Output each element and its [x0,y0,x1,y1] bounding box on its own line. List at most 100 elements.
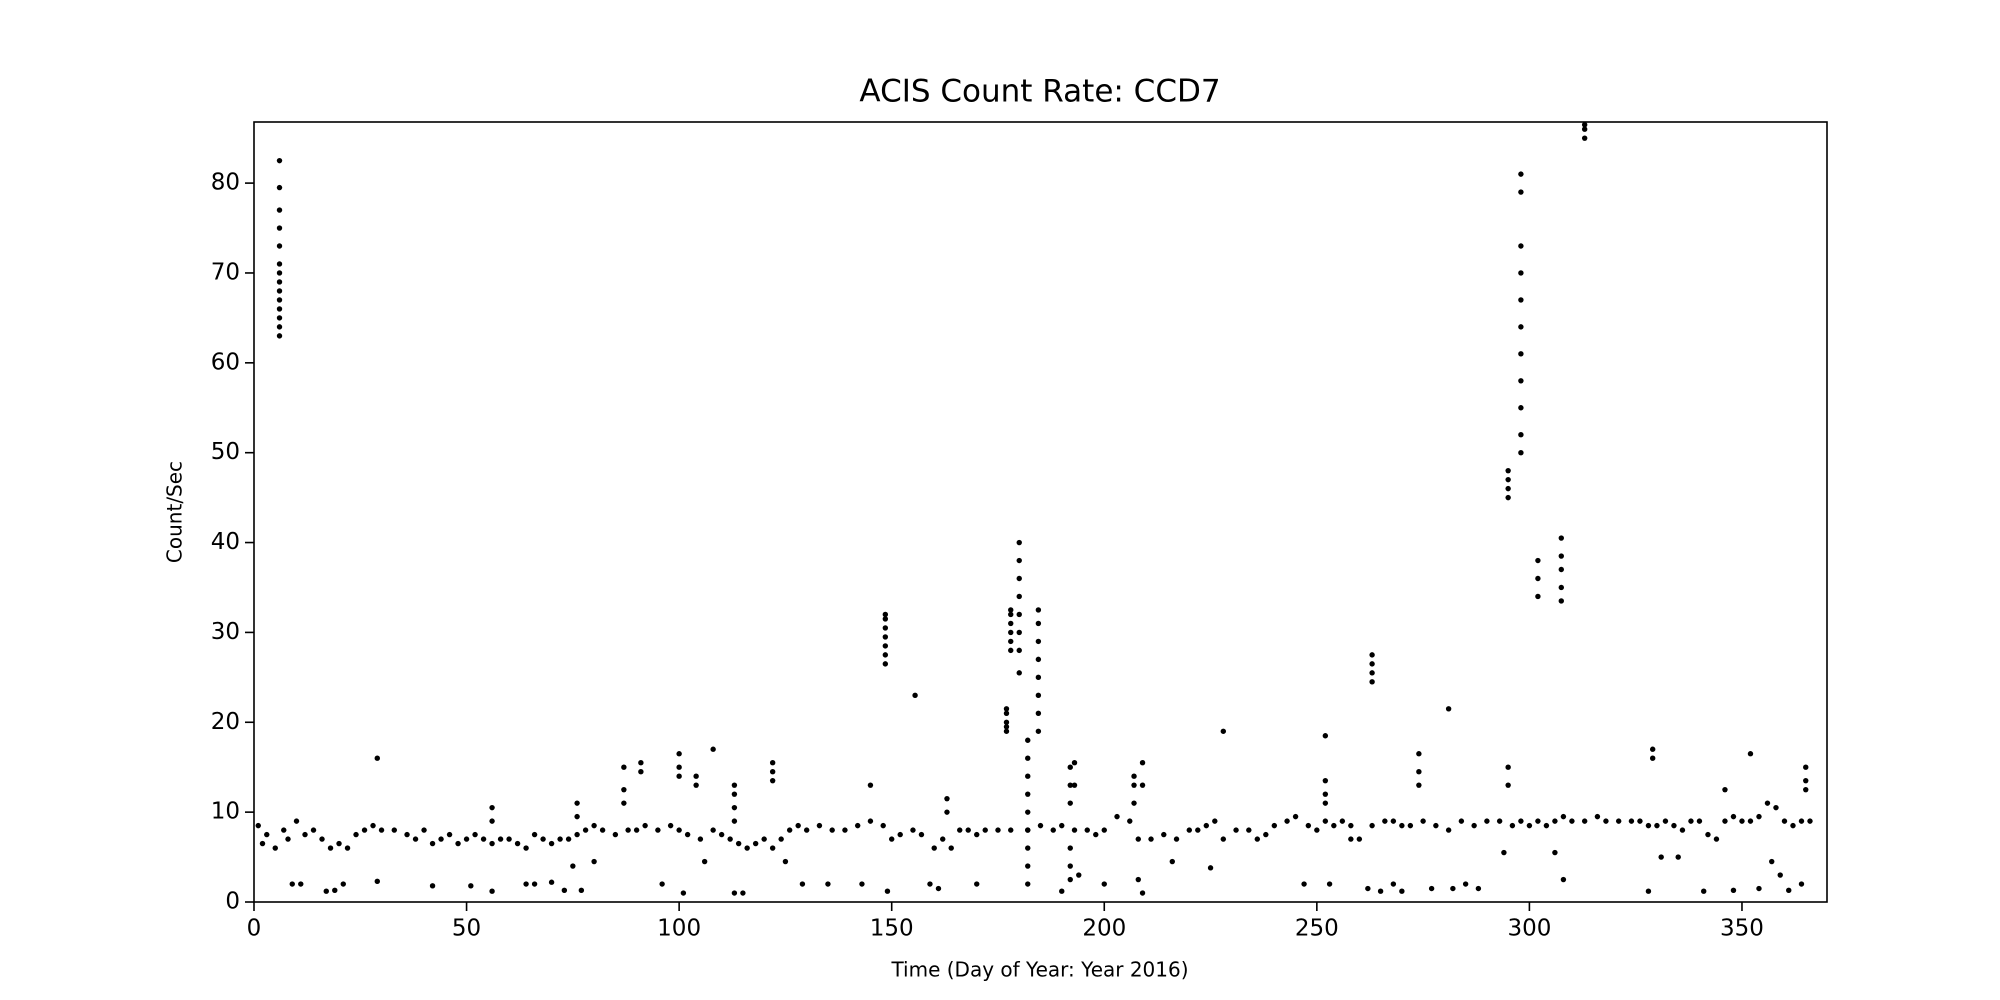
data-point [1271,822,1278,829]
y-axis-label: Count/Sec [163,461,187,563]
data-point [264,831,270,838]
data-point [910,827,916,833]
data-point [570,863,576,869]
data-point [1035,638,1042,645]
data-point [1786,887,1792,894]
data-point [1730,887,1737,894]
data-point [1713,836,1720,842]
data-point [974,831,980,838]
data-point [731,818,738,824]
y-tick-label: 40 [211,529,240,555]
data-point [974,881,980,887]
data-point [638,760,644,766]
data-point [1008,638,1014,645]
data-point [276,333,283,339]
data-point [1233,827,1239,833]
data-point [1071,782,1078,788]
data-point [374,755,380,761]
data-point [1067,764,1073,770]
data-point [489,804,495,811]
data-point [948,845,954,851]
data-point [621,800,627,806]
data-point [1407,822,1414,829]
y-tick-label: 50 [211,439,240,465]
data-point [676,764,682,770]
x-tick-label: 300 [1507,916,1551,942]
data-point [336,840,342,847]
data-point [1101,827,1107,833]
data-point [642,822,648,829]
data-point [1369,661,1375,667]
data-point [1008,620,1014,627]
data-point [1035,656,1042,663]
data-point [1705,831,1711,838]
data-point [786,827,793,833]
data-point [1195,827,1201,833]
data-point [1207,865,1214,871]
data-point [489,840,495,847]
y-tick-label: 30 [211,619,240,645]
data-point [1781,818,1788,824]
data-point [276,207,283,213]
data-point [1212,818,1218,824]
data-point [1764,800,1771,806]
data-point [882,634,889,640]
data-point [1037,822,1044,829]
data-point [327,845,334,851]
data-point [1025,845,1031,851]
data-point [429,883,436,889]
data-point [323,888,329,894]
data-point [489,888,495,894]
data-point [438,836,444,842]
data-point [1008,629,1014,636]
data-point [1284,818,1290,824]
data-point [391,827,397,833]
data-point [1035,620,1042,627]
data-point [1059,888,1065,894]
data-point [1135,876,1141,883]
data-point [1581,135,1588,141]
data-point [574,831,580,838]
data-point [472,831,478,838]
data-point [1114,813,1120,820]
data-point [531,831,538,838]
data-point [1135,836,1141,842]
data-point [799,881,806,887]
data-point [1518,449,1524,456]
data-point [1076,872,1082,878]
data-point [1458,818,1465,824]
data-point [1505,485,1511,492]
data-point [761,836,767,842]
data-point [480,836,487,842]
data-point [1035,607,1042,613]
y-tick-label: 80 [211,170,240,196]
data-point [1416,769,1422,775]
data-point [255,822,261,829]
data-point [1552,818,1558,824]
data-point [912,692,918,699]
data-point [1025,863,1031,869]
data-point [1518,297,1524,303]
data-point [1518,405,1524,411]
data-point [1173,836,1180,842]
data-point [1416,751,1422,757]
data-point [1369,679,1375,685]
data-point [882,611,889,618]
data-point [1377,888,1384,894]
data-point [1518,171,1524,177]
data-point [931,845,937,851]
data-point [1798,818,1805,824]
data-point [940,836,946,842]
data-point [285,836,291,842]
data-point [693,773,699,779]
data-point [1535,593,1541,600]
data-point [897,831,903,838]
data-point [1722,786,1728,793]
data-point [740,890,746,896]
data-point [1016,575,1022,582]
data-point [276,279,283,285]
data-point [676,751,682,757]
data-point [965,827,971,833]
data-point [1518,432,1524,438]
